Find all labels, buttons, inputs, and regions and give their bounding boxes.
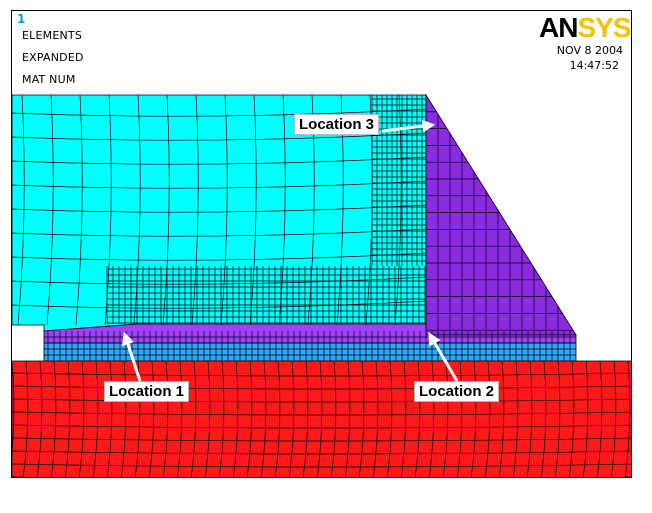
upper-horizontal-line <box>12 276 427 285</box>
arrow-location-2-head <box>428 332 441 347</box>
window-number: 1 <box>17 12 26 26</box>
upper-horizontal-line <box>12 252 427 261</box>
arrow-location-1-head <box>121 331 134 347</box>
arrow-location-3-head <box>421 119 436 133</box>
base-horizontal <box>12 463 631 468</box>
base-vertical <box>484 360 491 477</box>
base-vertical <box>554 360 561 477</box>
header-line-expanded: EXPANDED <box>22 51 84 64</box>
upper-vertical-line <box>394 94 402 326</box>
header-line-matnum: MAT NUM <box>22 73 76 86</box>
upper-horizontal-line <box>12 108 427 117</box>
upper-horizontal-line <box>12 132 427 141</box>
upper-horizontal-line <box>12 180 427 189</box>
upper-vertical-line <box>220 94 228 326</box>
upper-vertical-line <box>75 94 83 326</box>
base-vertical <box>526 360 533 477</box>
base-horizontal <box>12 476 631 477</box>
upper-vertical-line <box>191 94 199 326</box>
base-vertical <box>22 360 29 477</box>
callout-location-1: Location 1 <box>104 381 190 402</box>
base-vertical <box>12 360 15 456</box>
base-vertical <box>78 360 85 477</box>
base-vertical <box>120 360 127 477</box>
base-vertical <box>470 360 477 477</box>
upper-horizontal-line <box>12 204 427 213</box>
base-vertical <box>610 360 617 477</box>
upper-vertical-line <box>133 94 141 326</box>
base-vertical <box>540 360 547 477</box>
upper-vertical-line <box>17 94 25 326</box>
header-line-elements: ELEMENTS <box>22 29 82 42</box>
base-vertical <box>624 360 631 477</box>
base-horizontal <box>12 450 631 455</box>
logo-part-an: AN <box>539 12 578 43</box>
base-vertical <box>148 360 155 477</box>
base-horizontal <box>12 385 631 390</box>
plot-date: NOV 8 2004 <box>556 44 623 57</box>
base-horizontal <box>12 424 631 429</box>
fe-mesh-plot[interactable] <box>12 11 632 478</box>
graphics-viewport[interactable]: 1 ELEMENTS EXPANDED MAT NUM ANSYS NOV 8 … <box>11 10 632 478</box>
base-horizontal <box>12 437 631 442</box>
upper-horizontal-line <box>12 156 427 165</box>
interlayer-blue <box>43 342 577 362</box>
plot-time: 14:47:52 <box>569 59 619 72</box>
callout-location-2: Location 2 <box>414 381 500 402</box>
base-vertical <box>92 360 99 477</box>
base-horizontal <box>12 372 631 377</box>
upper-horizontal-line <box>12 300 427 309</box>
base-horizontal <box>12 411 631 416</box>
callout-location-3: Location 3 <box>294 114 380 135</box>
base-vertical <box>512 360 519 477</box>
ansys-logo: ANSYS <box>539 12 631 44</box>
base-vertical <box>106 360 113 477</box>
logo-part-sys: SYS <box>577 12 631 43</box>
upper-horizontal-line <box>12 228 427 237</box>
wedge-region <box>425 93 577 336</box>
base-vertical <box>162 360 169 477</box>
base-horizontal <box>12 398 631 403</box>
base-vertical <box>498 360 505 477</box>
upper-vertical-line <box>162 94 170 326</box>
upper-vertical-line <box>249 94 257 326</box>
